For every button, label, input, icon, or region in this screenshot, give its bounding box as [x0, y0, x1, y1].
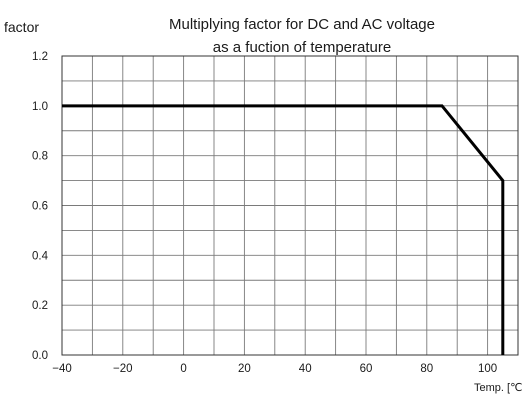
chart-title-line-2: as a fuction of temperature — [213, 39, 391, 56]
x-tick-label: 20 — [238, 363, 251, 375]
y-tick-labels: 0.0 0.2 0.4 0.6 0.8 1.0 1.2 — [32, 51, 49, 362]
y-tick-label: 0.2 — [32, 300, 48, 312]
y-tick-label: 0.8 — [32, 151, 48, 163]
x-tick-label: −20 — [113, 363, 133, 375]
x-axis-label: Temp. [℃ — [474, 382, 522, 394]
y-tick-label: 1.0 — [32, 101, 48, 113]
x-tick-label: 80 — [420, 363, 433, 375]
x-tick-labels: −40 −20 0 20 40 60 80 100 — [52, 363, 497, 375]
y-axis-label: factor — [4, 19, 39, 35]
x-tick-label: 0 — [180, 363, 186, 375]
x-tick-label: 60 — [360, 363, 373, 375]
series-layer — [62, 104, 505, 355]
y-tick-label: 0.4 — [32, 250, 49, 262]
grid-lines — [62, 56, 518, 355]
x-tick-label: 100 — [478, 363, 497, 375]
chart-title-line-1: Multiplying factor for DC and AC voltage — [169, 16, 435, 33]
y-tick-label: 0.0 — [32, 350, 48, 362]
x-tick-label: 40 — [299, 363, 312, 375]
y-tick-label: 0.6 — [32, 201, 48, 213]
plot-area-frame — [61, 55, 519, 356]
x-tick-label: −40 — [52, 363, 72, 375]
derating-curve — [62, 104, 505, 355]
y-tick-label: 1.2 — [32, 51, 48, 63]
